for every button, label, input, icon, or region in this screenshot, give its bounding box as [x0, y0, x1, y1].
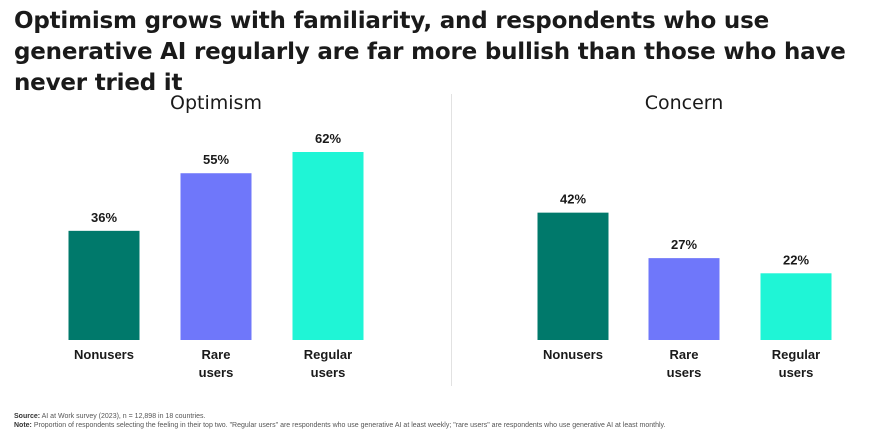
chart-title: Optimism grows with familiarity, and res…: [14, 8, 846, 96]
optimism-category-label-nonusers: Nonusers: [74, 347, 134, 362]
concern-panel-title: Concern: [645, 92, 724, 114]
concern-category-label-nonusers: Nonusers: [543, 347, 603, 362]
concern-panel: Concern 42% Nonusers 27% Rare users 22% Regula…: [537, 92, 832, 380]
optimism-value-label-nonusers: 36%: [91, 210, 117, 225]
note-text: Proportion of respondents selecting the …: [33, 422, 666, 429]
optimism-value-label-rare-users: 55%: [203, 152, 229, 167]
concern-bar-nonusers: [537, 212, 609, 340]
optimism-value-label-regular-users: 62%: [315, 131, 341, 146]
optimism-bar-nonusers: [68, 230, 140, 340]
source-text: AI at Work survey (2023), n = 12,898 in …: [41, 413, 206, 420]
panel-divider: [451, 94, 452, 386]
optimism-category-label-regular-users: Regular users: [304, 347, 352, 380]
concern-category-label-regular-users: Regular users: [772, 347, 820, 380]
source-label: Source:: [14, 413, 41, 420]
note-label: Note:: [14, 422, 32, 429]
optimism-bar-regular-users: [292, 152, 364, 340]
optimism-panel-title: Optimism: [170, 92, 262, 114]
source-line: Source: AI at Work survey (2023), n = 12…: [14, 412, 884, 421]
chart-area: Optimism 36% Nonusers 55% Rare users 62% Regul…: [68, 92, 832, 380]
concern-category-label-rare-users: Rare users: [667, 347, 702, 380]
chart-footer: Source: AI at Work survey (2023), n = 12…: [14, 412, 884, 430]
optimism-category-label-rare-users: Rare users: [199, 347, 234, 380]
optimism-bar-rare-users: [180, 173, 252, 340]
note-line: Note: Proportion of respondents selectin…: [14, 421, 884, 430]
concern-value-label-nonusers: 42%: [560, 192, 586, 207]
optimism-panel: Optimism 36% Nonusers 55% Rare users 62% Regul…: [68, 92, 364, 380]
concern-bar-regular-users: [760, 273, 832, 340]
concern-value-label-rare-users: 27%: [671, 237, 697, 252]
concern-bar-rare-users: [648, 258, 720, 340]
concern-value-label-regular-users: 22%: [783, 252, 809, 267]
